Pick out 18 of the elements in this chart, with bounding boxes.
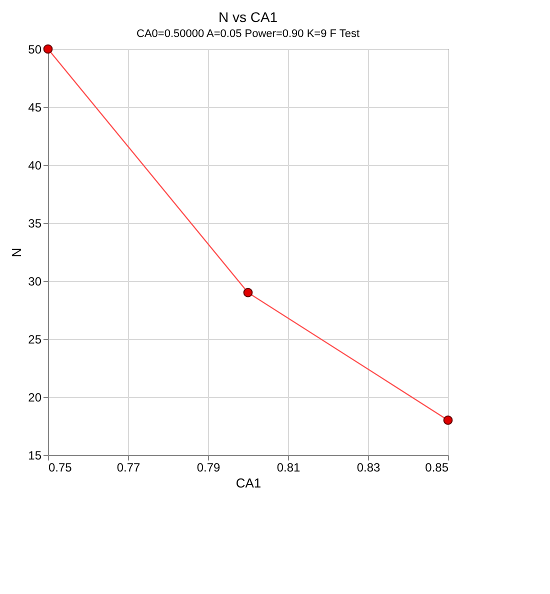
y-tick-label: 45 [28,100,42,114]
y-tick-label: 15 [28,448,42,462]
y-tick-label: 35 [28,216,42,230]
y-tick-label: 20 [28,390,42,404]
x-axis-title: CA1 [236,476,262,490]
x-tick-label: 0.79 [196,460,220,474]
y-axis-title: N [9,248,24,258]
x-tick-label: 0.75 [48,460,72,474]
y-tick-label: 50 [28,42,42,56]
y-tick-label: 25 [28,332,42,346]
chart-subtitle: CA0=0.50000 A=0.05 Power=0.90 K=9 F Test [136,28,360,40]
chart-title: N vs CA1 [218,8,278,25]
x-tick-label: 0.81 [276,460,300,474]
x-tick-label: 0.83 [356,460,380,474]
x-tick-label: 0.85 [425,460,449,474]
y-tick-label: 40 [28,158,42,172]
y-tick-label: 30 [28,274,42,288]
x-tick-label: 0.77 [116,460,140,474]
